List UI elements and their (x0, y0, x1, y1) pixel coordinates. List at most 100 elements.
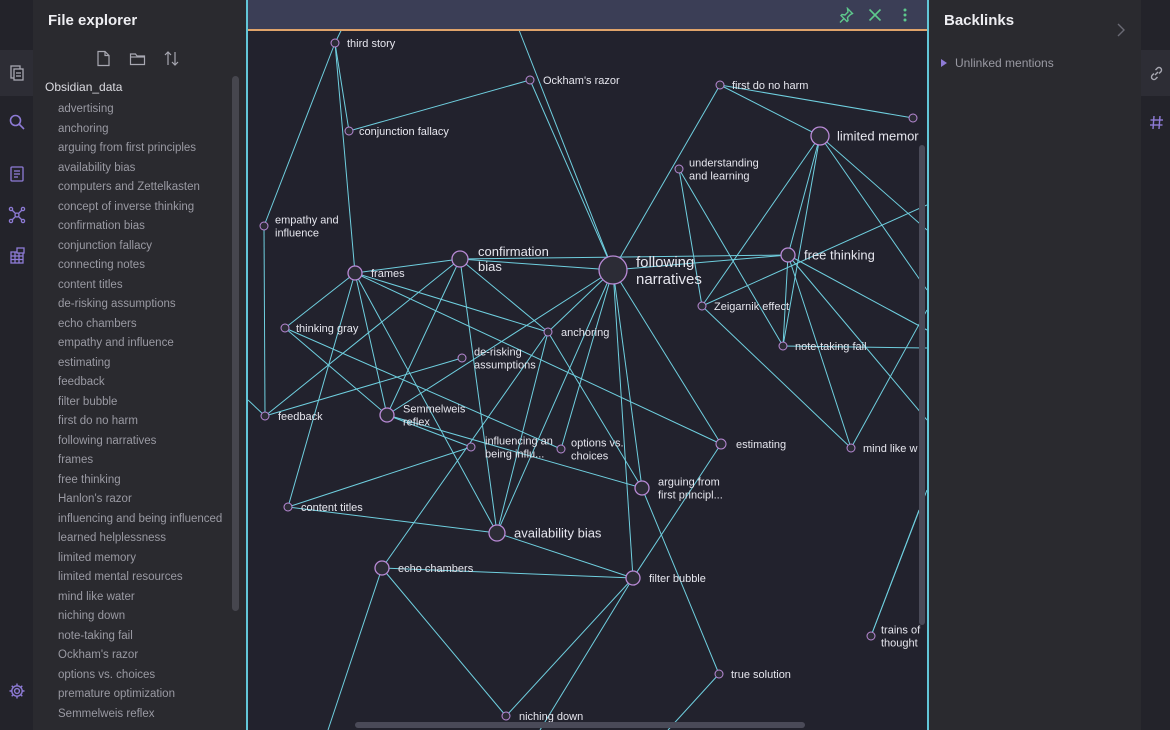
graph-node-circle[interactable] (451, 250, 469, 268)
file-item[interactable]: filter bubble (58, 395, 118, 408)
close-icon[interactable] (866, 6, 884, 24)
graph-node-truesolution[interactable]: true solution (714, 669, 791, 681)
file-item[interactable]: Hanlon's razor (58, 493, 132, 505)
graph-vertical-scrollbar[interactable] (919, 145, 925, 625)
file-item[interactable]: advertising (58, 103, 114, 115)
graph-node-circle[interactable] (674, 164, 684, 174)
file-item[interactable]: echo chambers (58, 317, 137, 330)
file-item[interactable]: feedback (58, 376, 105, 388)
graph-node-circle[interactable] (347, 265, 363, 281)
graph-node-mindlike[interactable]: mind like w (846, 443, 917, 455)
file-item[interactable]: Ockham's razor (58, 649, 139, 661)
graph-node-circle[interactable] (280, 323, 290, 333)
file-item[interactable]: learned helplessness (58, 532, 167, 544)
graph-node-estimating[interactable]: estimating (715, 438, 786, 451)
graph-view-pane[interactable]: third story Ockham's razor first do no har… (246, 0, 929, 730)
file-item[interactable]: anchoring (58, 122, 109, 135)
file-item[interactable]: free thinking (58, 473, 121, 486)
file-item[interactable]: limited mental resources (58, 571, 183, 583)
graph-node-circle[interactable] (374, 560, 390, 576)
files-icon[interactable] (6, 62, 28, 84)
file-item[interactable]: first do no harm (58, 415, 138, 427)
graph-node-feedback[interactable]: feedback (260, 411, 323, 423)
file-item[interactable]: availability bias (58, 161, 136, 174)
file-explorer-scrollbar[interactable] (232, 76, 239, 611)
file-item[interactable]: confirmation bias (58, 220, 145, 232)
file-item[interactable]: Semmelweis reflex (58, 707, 155, 720)
graph-node-circle[interactable] (780, 247, 796, 263)
graph-node-circle[interactable] (260, 411, 270, 421)
graph-node-circle[interactable] (543, 327, 553, 337)
file-item[interactable]: limited memory (58, 551, 136, 564)
graph-node-circle[interactable] (715, 80, 725, 90)
file-item[interactable]: de-risking assumptions (58, 298, 176, 310)
file-item[interactable]: content titles (58, 278, 123, 291)
graph-node-zeigarnik[interactable]: Zeigarnik effect (697, 301, 789, 313)
file-item[interactable]: connecting notes (58, 259, 145, 271)
vault-folder[interactable]: Obsidian_data (45, 80, 123, 94)
new-note-icon[interactable] (93, 48, 113, 68)
graph-node-notetaking[interactable]: note-taking fail (778, 341, 867, 353)
new-folder-icon[interactable] (127, 48, 147, 68)
sort-icon[interactable] (161, 48, 181, 68)
file-item[interactable]: mind like water (58, 590, 135, 603)
graph-node-circle[interactable] (625, 570, 641, 586)
unlinked-mentions-toggle[interactable]: Unlinked mentions (941, 56, 1054, 70)
graph-node-circle[interactable] (697, 301, 707, 311)
graph-node-circle[interactable] (598, 255, 628, 285)
chevron-right-icon[interactable] (1115, 22, 1127, 38)
graph-node-ockham[interactable]: Ockham's razor (525, 75, 620, 87)
graph-node-echo[interactable]: echo chambers (374, 560, 474, 576)
file-item[interactable]: estimating (58, 356, 111, 369)
graph-horizontal-scrollbar[interactable] (355, 722, 805, 728)
graph-node-topright[interactable] (908, 113, 918, 123)
graph-node-circle[interactable] (344, 126, 354, 136)
graph-node-anchoring[interactable]: anchoring (543, 327, 609, 339)
graph-node-circle[interactable] (283, 502, 293, 512)
quick-switcher-icon[interactable] (6, 163, 28, 185)
search-icon[interactable] (6, 111, 28, 133)
graph-node-circle[interactable] (525, 75, 535, 85)
graph-node-frames[interactable]: frames (347, 265, 405, 281)
graph-node-circle[interactable] (810, 126, 830, 146)
graph-node-third[interactable]: third story (330, 38, 396, 50)
graph-node-circle[interactable] (379, 407, 395, 423)
file-item[interactable]: premature optimization (58, 688, 175, 700)
file-item[interactable]: computers and Zettelkasten (58, 181, 200, 193)
more-options-icon[interactable] (896, 6, 914, 24)
link-icon[interactable] (1146, 63, 1166, 83)
file-item[interactable]: empathy and influence (58, 337, 174, 349)
graph-node-circle[interactable] (259, 221, 269, 231)
graph-node-circle[interactable] (330, 38, 340, 48)
graph-node-limitedmem[interactable]: limited memor (810, 126, 919, 146)
graph-node-availability[interactable]: availability bias (488, 524, 602, 542)
graph-node-circle[interactable] (778, 341, 788, 351)
graph-node-circle[interactable] (846, 443, 856, 453)
graph-node-options[interactable]: options vs.choices (556, 437, 624, 462)
table-icon[interactable] (6, 245, 28, 267)
file-item[interactable]: niching down (58, 610, 126, 622)
file-item[interactable]: following narratives (58, 434, 157, 447)
graph-node-circle[interactable] (488, 524, 506, 542)
graph-node-circle[interactable] (457, 353, 467, 363)
graph-node-circle[interactable] (908, 113, 918, 123)
file-item[interactable]: influencing and being influenced (58, 512, 223, 525)
pin-icon[interactable] (837, 6, 855, 24)
settings-gear-icon[interactable] (6, 680, 28, 702)
file-item[interactable]: frames (58, 454, 94, 466)
graph-node-thinkinggray[interactable]: thinking gray (280, 323, 359, 335)
graph-node-contenttitles[interactable]: content titles (283, 502, 363, 514)
graph-node-freethinking[interactable]: free thinking (780, 247, 875, 263)
file-item[interactable]: options vs. choices (58, 668, 156, 681)
graph-node-conjunction[interactable]: conjunction fallacy (344, 126, 449, 138)
file-item[interactable]: arguing from first principles (58, 142, 197, 154)
file-item[interactable]: concept of inverse thinking (58, 200, 195, 213)
